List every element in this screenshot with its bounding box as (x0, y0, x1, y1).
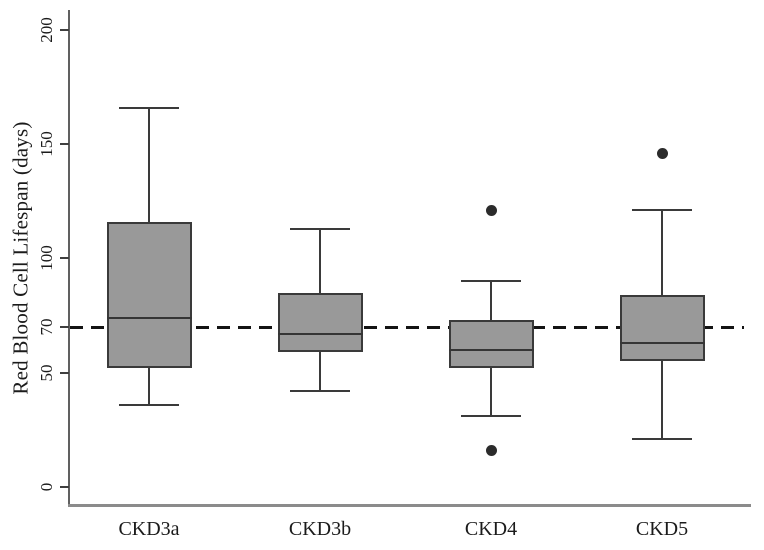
box-CKD3a (106, 221, 192, 369)
whisker-lower-CKD5 (661, 361, 663, 439)
outlier-CKD4-121 (485, 204, 497, 216)
whisker-upper-CKD5 (661, 210, 663, 295)
median-CKD5 (619, 341, 705, 345)
whisker-upper-CKD3a (148, 107, 150, 222)
outlier-CKD4-16 (485, 444, 497, 456)
whisker-lower-CKD3b (319, 352, 321, 391)
x-category-label-CKD4: CKD4 (464, 518, 518, 540)
median-CKD3b (277, 332, 363, 336)
y-tick-label-100: 100 (37, 245, 56, 272)
y-tick-label-150: 150 (37, 131, 56, 157)
whisker-cap-low-CKD4 (461, 415, 521, 418)
whisker-cap-low-CKD5 (632, 438, 692, 440)
x-category-label-CKD3b: CKD3b (288, 518, 352, 540)
y-tick-200 (60, 28, 69, 31)
y-tick-100 (60, 257, 69, 260)
whisker-cap-high-CKD4 (461, 280, 521, 283)
whisker-cap-high-CKD3b (290, 227, 350, 230)
y-tick-label-50: 50 (37, 364, 56, 382)
whisker-lower-CKD4 (490, 368, 492, 417)
whisker-cap-low-CKD3a (119, 403, 179, 406)
median-CKD3a (106, 316, 192, 320)
whisker-upper-CKD3b (319, 228, 321, 293)
box-CKD5 (619, 295, 705, 362)
whisker-cap-high-CKD5 (632, 209, 692, 212)
y-tick-label-70: 70 (37, 318, 56, 336)
box-CKD4 (448, 320, 534, 369)
y-tick-0 (60, 486, 69, 488)
y-tick-label-200: 200 (37, 17, 56, 43)
outlier-CKD5-146 (656, 147, 668, 159)
x-category-label-CKD3a: CKD3a (118, 518, 180, 540)
x-axis-line (68, 504, 751, 507)
box-CKD3b (277, 292, 363, 353)
x-category-label-CKD5: CKD5 (635, 518, 689, 540)
y-tick-150 (60, 143, 69, 146)
y-tick-label-0: 0 (37, 482, 56, 492)
y-tick-70 (60, 326, 69, 328)
y-axis-line (68, 10, 70, 506)
whisker-cap-low-CKD3b (290, 390, 350, 392)
whisker-lower-CKD3a (148, 368, 150, 405)
median-CKD4 (448, 348, 534, 352)
whisker-upper-CKD4 (490, 281, 492, 321)
y-tick-50 (60, 371, 69, 374)
y-axis-title: Red Blood Cell Lifespan (days) (8, 121, 33, 395)
whisker-cap-high-CKD3a (119, 106, 179, 109)
reference-line (70, 325, 744, 329)
